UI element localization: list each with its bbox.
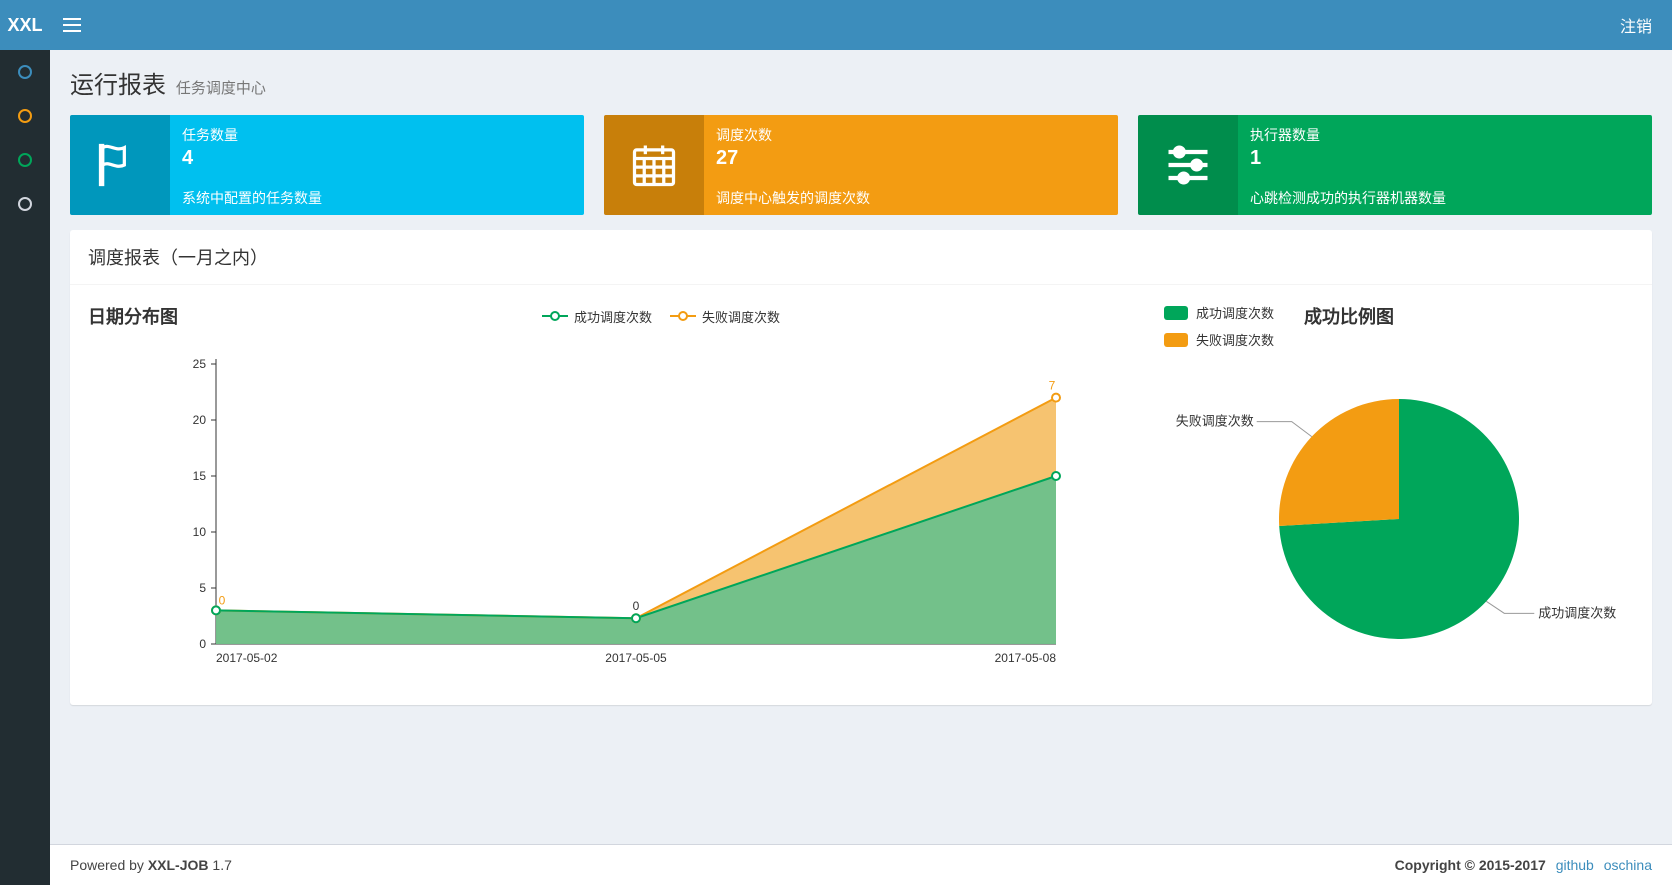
hamburger-toggle[interactable]	[50, 0, 94, 50]
line-chart-section: 日期分布图 成功调度次数失败调度次数 05101520252017-05-022…	[88, 303, 1144, 687]
powered-version: 1.7	[209, 857, 232, 873]
github-link[interactable]: github	[1556, 857, 1594, 873]
logo[interactable]: XXL	[0, 0, 50, 50]
info-box-number: 1	[1250, 147, 1640, 170]
info-box-number: 27	[716, 147, 1106, 170]
svg-text:0: 0	[219, 593, 226, 607]
pie-chart: 失败调度次数成功调度次数	[1164, 359, 1634, 659]
svg-text:5: 5	[199, 581, 206, 595]
info-box-label: 执行器数量	[1250, 125, 1640, 145]
circle-icon	[18, 197, 32, 211]
svg-text:7: 7	[1049, 379, 1056, 393]
svg-text:2017-05-08: 2017-05-08	[995, 651, 1057, 665]
hamburger-icon	[63, 18, 81, 32]
legend-label: 失败调度次数	[702, 307, 780, 326]
info-box-label: 任务数量	[182, 125, 572, 145]
copyright-text: Copyright © 2015-2017	[1395, 857, 1546, 873]
info-box-desc: 系统中配置的任务数量	[170, 178, 584, 215]
svg-text:成功调度次数: 成功调度次数	[1538, 605, 1616, 620]
logo-text: XXL	[7, 15, 42, 36]
sidebar-item-1[interactable]	[0, 94, 50, 138]
info-box-desc: 心跳检测成功的执行器机器数量	[1238, 178, 1652, 215]
info-box-label: 调度次数	[716, 125, 1106, 145]
line-chart-title: 日期分布图	[88, 303, 178, 329]
sidebar-item-3[interactable]	[0, 182, 50, 226]
page-subtitle: 任务调度中心	[176, 80, 266, 97]
pie-legend-label: 失败调度次数	[1196, 330, 1274, 349]
panel-title: 调度报表（一月之内）	[70, 230, 1652, 285]
info-box-number: 4	[182, 147, 572, 170]
svg-text:2017-05-02: 2017-05-02	[216, 651, 278, 665]
info-box-icon	[70, 115, 170, 215]
logout-link[interactable]: 注销	[1620, 13, 1672, 37]
sidebar-item-0[interactable]	[0, 50, 50, 94]
pie-legend-item[interactable]: 成功调度次数	[1164, 303, 1274, 322]
legend-item[interactable]: 失败调度次数	[670, 307, 780, 326]
info-boxes-row: 任务数量4 系统中配置的任务数量 调度次数27 调度中心触发的调度次数 执行器数量1 心跳…	[70, 115, 1652, 215]
oschina-link[interactable]: oschina	[1604, 857, 1652, 873]
pie-chart-section: 成功调度次数失败调度次数 成功比例图 失败调度次数成功调度次数	[1164, 303, 1634, 687]
footer-right: Copyright © 2015-2017 github oschina	[1395, 857, 1652, 873]
circle-icon	[18, 109, 32, 123]
main-content: 运行报表 任务调度中心 任务数量4 系统中配置的任务数量 调度次数27 调度中心触发的…	[50, 0, 1672, 885]
info-box-desc: 调度中心触发的调度次数	[704, 178, 1118, 215]
report-panel: 调度报表（一月之内） 日期分布图 成功调度次数失败调度次数 0510152025…	[70, 230, 1652, 705]
page-title: 运行报表	[70, 72, 166, 99]
pie-legend-label: 成功调度次数	[1196, 303, 1274, 322]
circle-icon	[18, 153, 32, 167]
footer-left: Powered by XXL-JOB 1.7	[70, 857, 232, 873]
pie-chart-title: 成功比例图	[1304, 303, 1394, 329]
footer: Powered by XXL-JOB 1.7 Copyright © 2015-…	[50, 844, 1672, 885]
pie-legend-item[interactable]: 失败调度次数	[1164, 330, 1274, 349]
svg-text:失败调度次数: 失败调度次数	[1176, 414, 1254, 429]
legend-label: 成功调度次数	[574, 307, 652, 326]
circle-icon	[18, 65, 32, 79]
line-chart: 05101520252017-05-022017-05-052017-05-08…	[88, 344, 1144, 684]
info-box-icon	[1138, 115, 1238, 215]
svg-text:25: 25	[193, 357, 207, 371]
info-box: 任务数量4 系统中配置的任务数量	[70, 115, 584, 215]
info-box: 调度次数27 调度中心触发的调度次数	[604, 115, 1118, 215]
svg-text:0: 0	[199, 637, 206, 651]
sidebar-item-2[interactable]	[0, 138, 50, 182]
sidebar	[0, 0, 50, 885]
powered-product: XXL-JOB	[148, 857, 209, 873]
info-box-icon	[604, 115, 704, 215]
line-chart-legend: 成功调度次数 失败调度次数	[542, 307, 780, 326]
powered-prefix: Powered by	[70, 857, 148, 873]
svg-text:10: 10	[193, 525, 207, 539]
legend-item[interactable]: 成功调度次数	[542, 307, 652, 326]
svg-text:15: 15	[193, 469, 207, 483]
svg-text:2017-05-05: 2017-05-05	[605, 651, 667, 665]
content-header: 运行报表 任务调度中心	[50, 50, 1672, 115]
pie-chart-legend: 成功调度次数失败调度次数	[1164, 303, 1274, 349]
svg-text:0: 0	[633, 599, 640, 613]
info-box: 执行器数量1 心跳检测成功的执行器机器数量	[1138, 115, 1652, 215]
top-header: XXL 注销	[0, 0, 1672, 50]
svg-text:20: 20	[193, 413, 207, 427]
